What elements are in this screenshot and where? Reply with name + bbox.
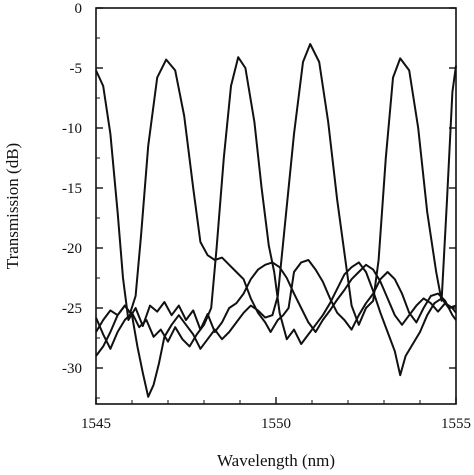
x-tick-label: 1555 <box>441 416 471 432</box>
y-tick-label: -5 <box>70 61 83 77</box>
y-tick-label: -15 <box>62 181 82 197</box>
series-line-3 <box>95 56 457 377</box>
y-tick-label: 0 <box>75 1 83 17</box>
series-line-4 <box>95 43 457 398</box>
y-tick-label: -20 <box>62 241 82 257</box>
x-axis-title: Wavelength (nm) <box>217 451 335 470</box>
y-tick-label: -10 <box>62 121 82 137</box>
y-tick-label: -30 <box>62 361 82 377</box>
series-layer <box>95 43 457 398</box>
tick-layer: 0 -5 -10 -15 -20 -25 -30 1545 1550 1555 <box>62 1 471 432</box>
x-tick-label: 1545 <box>81 416 111 432</box>
y-tick-label: -25 <box>62 301 82 317</box>
series-line-1 <box>95 69 457 333</box>
y-axis-title: Transmission (dB) <box>3 143 22 269</box>
x-tick-label: 1550 <box>261 416 291 432</box>
plot-frame <box>95 7 457 405</box>
